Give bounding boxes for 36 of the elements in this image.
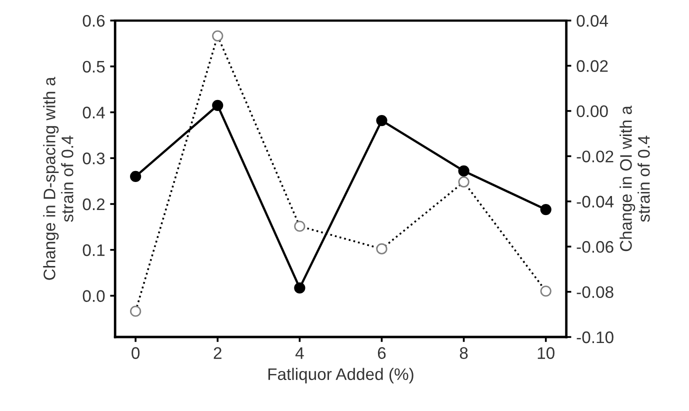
y2-tick-label: -0.10 xyxy=(576,331,614,344)
point xyxy=(540,204,552,216)
y-tick-label: 0.6 xyxy=(82,14,105,27)
x-tick-label: 10 xyxy=(538,347,554,359)
y2-tick-label: -0.06 xyxy=(576,241,614,253)
point xyxy=(376,114,388,126)
y-tick-label: 0.1 xyxy=(82,244,105,256)
point xyxy=(130,306,142,317)
y2-tick-label: 0.02 xyxy=(576,60,608,72)
y2-tick-label: -0.08 xyxy=(576,286,614,298)
y2-tick-label: -0.02 xyxy=(576,150,614,162)
point xyxy=(130,170,142,182)
point xyxy=(212,30,224,42)
y-tick-label: 0.5 xyxy=(82,60,105,73)
point xyxy=(458,165,470,177)
point xyxy=(294,220,306,232)
x-tick-label: 2 xyxy=(214,347,222,359)
x-tick-label: 8 xyxy=(460,347,468,359)
point xyxy=(376,243,388,254)
y2-axis-title: Change in OI with a strain of 0.4 xyxy=(620,106,650,252)
point xyxy=(458,176,470,188)
x-tick-label: 6 xyxy=(378,347,386,359)
x-tick-label: 4 xyxy=(295,347,304,359)
y-tick-label: 0.2 xyxy=(82,198,105,210)
y2-tick-label: 0.00 xyxy=(576,105,608,118)
x-tick-label: 0 xyxy=(132,347,140,359)
y-tick-label: 0.3 xyxy=(82,152,105,164)
point xyxy=(540,286,552,297)
y-tick-label: 0.0 xyxy=(82,290,105,302)
y-axis-title: Change in D-spacing with a strain of 0.4 xyxy=(43,76,74,280)
x-axis-title: Fatliquor Added (%) xyxy=(268,368,414,384)
point xyxy=(294,282,306,294)
y-tick-label: 0.4 xyxy=(82,106,105,118)
point xyxy=(212,100,224,111)
y2-tick-label: 0.04 xyxy=(576,14,608,27)
y2-tick-label: -0.04 xyxy=(576,196,614,208)
